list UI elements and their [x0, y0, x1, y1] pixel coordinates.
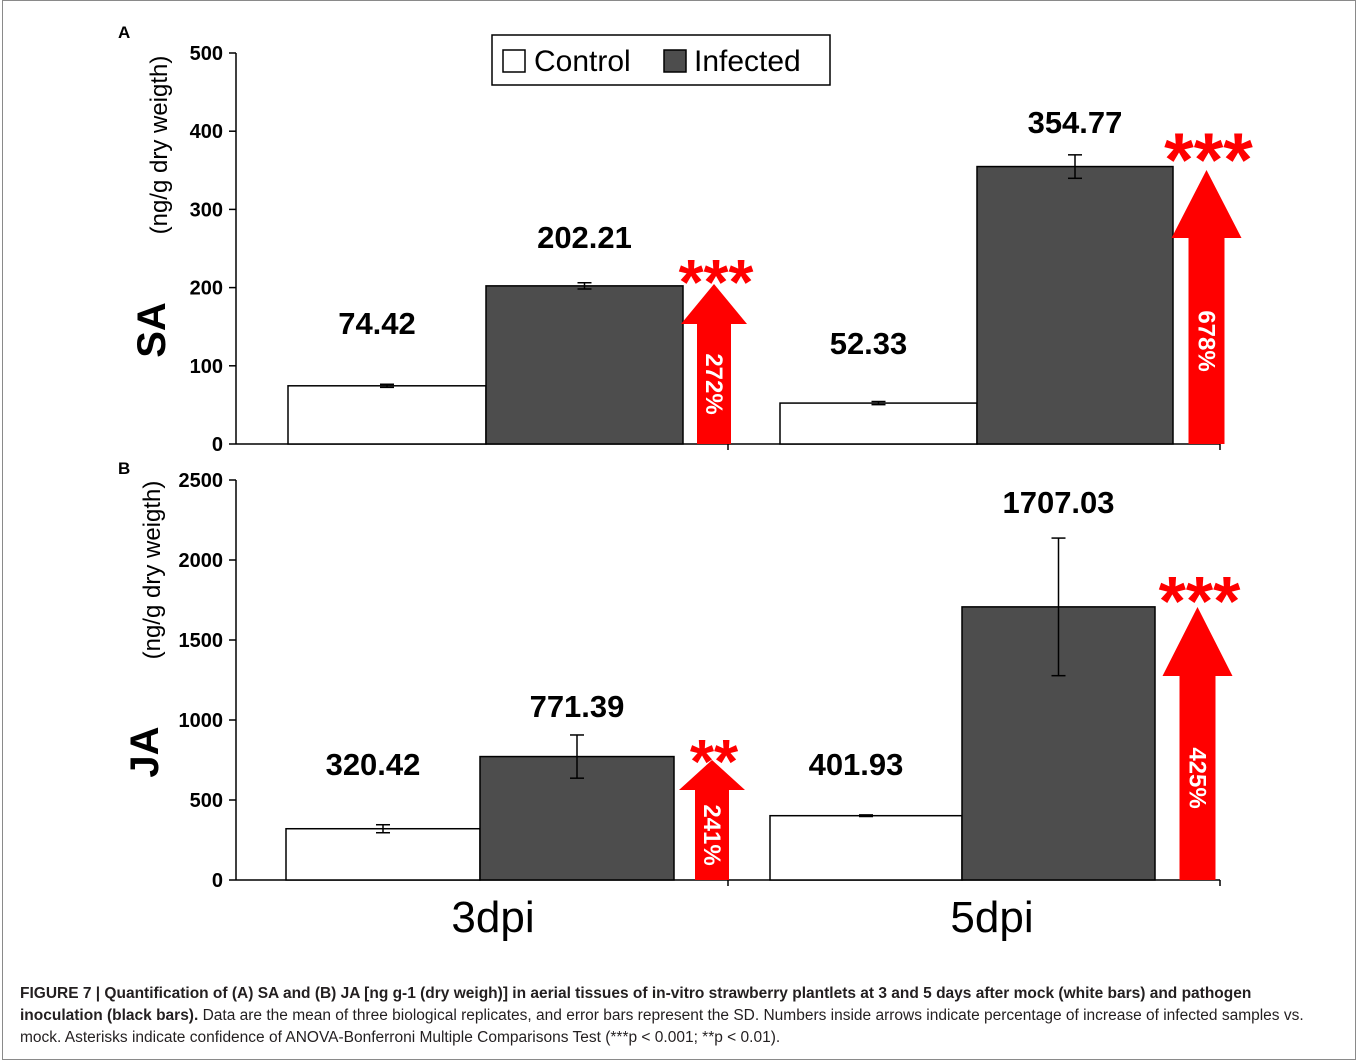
significance-asterisks: *** [679, 246, 754, 318]
legend-swatch-infected [663, 49, 687, 73]
x-tick-label: 3dpi [451, 893, 534, 942]
legend-label-infected: Infected [694, 45, 801, 78]
y-tick-label: 2500 [179, 470, 224, 492]
y-tick-label: 0 [212, 434, 223, 456]
y-axis-unit: (ng/g dry weigth) [146, 56, 173, 235]
increase-percent-label: 272% [700, 353, 727, 414]
bar-control [779, 402, 978, 445]
significance-asterisks: *** [1164, 118, 1253, 203]
data-label-control: 320.42 [326, 747, 421, 782]
y-axis-title-ja: JA [123, 726, 167, 777]
increase-percent-label: 241% [698, 804, 725, 865]
bar-control [285, 827, 481, 881]
significance-asterisks: ** [690, 728, 739, 797]
increase-arrow [1162, 607, 1233, 880]
bar-infected [485, 285, 684, 445]
y-tick-label: 0 [212, 870, 223, 892]
data-label-infected: 771.39 [530, 689, 625, 724]
increase-arrow [679, 760, 745, 880]
y-tick-label: 1000 [179, 710, 224, 732]
data-label-infected: 1707.03 [1002, 485, 1114, 520]
y-tick-label: 2000 [179, 550, 224, 572]
data-label-control: 401.93 [809, 747, 904, 782]
figure-caption: FIGURE 7 | Quantification of (A) SA and … [20, 983, 1338, 1049]
y-tick-label: 400 [190, 121, 223, 143]
data-label-infected: 354.77 [1028, 105, 1123, 140]
y-axis-unit: (ng/g dry weigth) [139, 481, 166, 660]
panel-label-B: B [118, 459, 130, 478]
legend-label-control: Control [534, 45, 631, 78]
increase-percent-label: 425% [1184, 747, 1211, 808]
legend-swatch-control [502, 49, 526, 73]
y-tick-label: 500 [190, 43, 223, 65]
x-tick-label: 5dpi [950, 893, 1033, 942]
y-axis-title-sa: SA [130, 302, 174, 358]
significance-asterisks: *** [1159, 562, 1241, 640]
increase-arrow [1171, 170, 1242, 444]
data-label-control: 74.42 [338, 306, 416, 341]
bar-infected [976, 165, 1174, 445]
y-tick-label: 300 [190, 199, 223, 221]
caption-body: Data are the mean of three biological re… [20, 1007, 1304, 1046]
data-label-infected: 202.21 [537, 220, 632, 255]
y-tick-label: 500 [190, 790, 223, 812]
panel-label-A: A [118, 23, 130, 42]
caption-title: FIGURE 7 | Quantification of (A) SA and … [20, 985, 1252, 1024]
bar-control [769, 814, 963, 881]
y-tick-label: 200 [190, 278, 223, 300]
y-tick-label: 1500 [179, 630, 224, 652]
bar-control [287, 385, 487, 445]
figure-7-chart: A 0 100 200 300 400 500 SA (ng/g dry weigth) 74.4… [118, 23, 1253, 942]
increase-percent-label: 678% [1193, 310, 1220, 371]
increase-arrow [681, 284, 747, 444]
data-label-control: 52.33 [830, 326, 908, 361]
y-tick-label: 100 [190, 356, 223, 378]
legend-box [491, 34, 831, 86]
